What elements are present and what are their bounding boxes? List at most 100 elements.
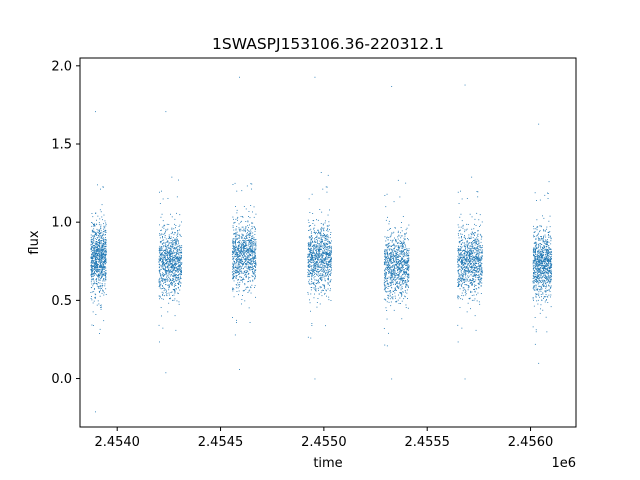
data-point: [169, 256, 171, 257]
data-point: [238, 261, 240, 262]
data-point: [329, 259, 331, 261]
data-point: [104, 251, 106, 253]
data-point: [472, 245, 474, 247]
data-point: [315, 257, 317, 259]
data-point: [175, 254, 177, 256]
data-point: [251, 263, 253, 264]
data-point: [462, 263, 464, 264]
data-point: [327, 246, 329, 247]
data-point: [246, 262, 248, 264]
data-point: [325, 246, 327, 248]
data-point: [254, 251, 256, 253]
data-point: [388, 257, 389, 259]
data-point: [391, 276, 393, 278]
data-point: [98, 235, 99, 236]
data-point: [90, 256, 92, 258]
data-point: [255, 261, 257, 263]
data-point: [470, 308, 471, 310]
data-point: [247, 261, 248, 263]
data-point: [246, 258, 248, 259]
data-point: [478, 257, 480, 259]
data-point: [475, 225, 477, 226]
data-point: [165, 251, 167, 253]
data-point: [173, 274, 175, 276]
data-point: [172, 239, 173, 241]
data-point: [479, 249, 481, 251]
data-point: [241, 250, 243, 252]
data-point: [396, 253, 397, 254]
data-point: [94, 263, 96, 265]
data-point: [460, 249, 462, 251]
data-point: [161, 277, 162, 279]
data-point: [166, 271, 168, 273]
data-point: [244, 245, 246, 247]
data-point: [240, 246, 242, 248]
data-point: [92, 273, 94, 275]
data-point: [180, 268, 181, 270]
data-point: [248, 227, 249, 229]
data-point: [173, 240, 175, 241]
data-point: [478, 261, 479, 263]
data-point: [96, 243, 98, 245]
data-point: [96, 258, 98, 260]
data-point: [177, 253, 179, 255]
data-point: [254, 271, 256, 273]
data-point: [174, 251, 176, 253]
data-point: [100, 246, 102, 248]
data-point: [330, 260, 332, 262]
data-point: [307, 269, 309, 270]
data-point: [165, 270, 167, 271]
data-point: [390, 256, 392, 257]
data-point: [318, 249, 320, 251]
data-point: [405, 262, 407, 263]
data-point: [386, 280, 388, 282]
data-point: [309, 242, 311, 244]
data-point: [401, 245, 403, 247]
data-point: [327, 267, 328, 268]
data-point: [481, 269, 483, 271]
data-point: [94, 274, 95, 276]
data-point: [161, 264, 163, 266]
data-point: [173, 281, 175, 283]
data-point: [255, 260, 256, 262]
data-point: [166, 259, 168, 261]
data-point: [466, 253, 468, 255]
data-point: [313, 220, 315, 222]
data-point: [245, 288, 247, 290]
data-point: [393, 268, 395, 270]
data-point: [398, 303, 400, 304]
data-point: [401, 261, 403, 263]
data-point: [401, 242, 402, 244]
data-point: [159, 270, 161, 272]
data-point: [329, 253, 331, 255]
data-point: [321, 259, 323, 261]
data-point: [232, 227, 234, 228]
data-point: [100, 255, 102, 257]
data-point: [398, 255, 400, 257]
data-point: [309, 264, 311, 265]
data-point: [407, 268, 409, 269]
data-point: [99, 279, 101, 281]
data-point: [405, 285, 407, 287]
data-point: [324, 234, 326, 236]
data-point: [241, 263, 243, 265]
data-point: [96, 246, 97, 248]
data-point: [247, 248, 249, 250]
data-point: [93, 282, 95, 284]
season-points: [383, 86, 410, 380]
data-point: [406, 284, 408, 285]
data-point: [173, 252, 175, 254]
data-point: [96, 271, 97, 273]
data-point: [311, 265, 313, 267]
data-point: [94, 266, 95, 268]
data-point: [171, 245, 173, 247]
data-point: [318, 256, 319, 258]
data-point: [392, 296, 394, 298]
data-point: [237, 249, 239, 251]
data-point: [404, 254, 406, 256]
data-point: [408, 224, 410, 226]
data-point: [177, 249, 179, 251]
data-point: [167, 258, 169, 260]
data-point: [322, 245, 324, 247]
data-point: [250, 249, 252, 251]
